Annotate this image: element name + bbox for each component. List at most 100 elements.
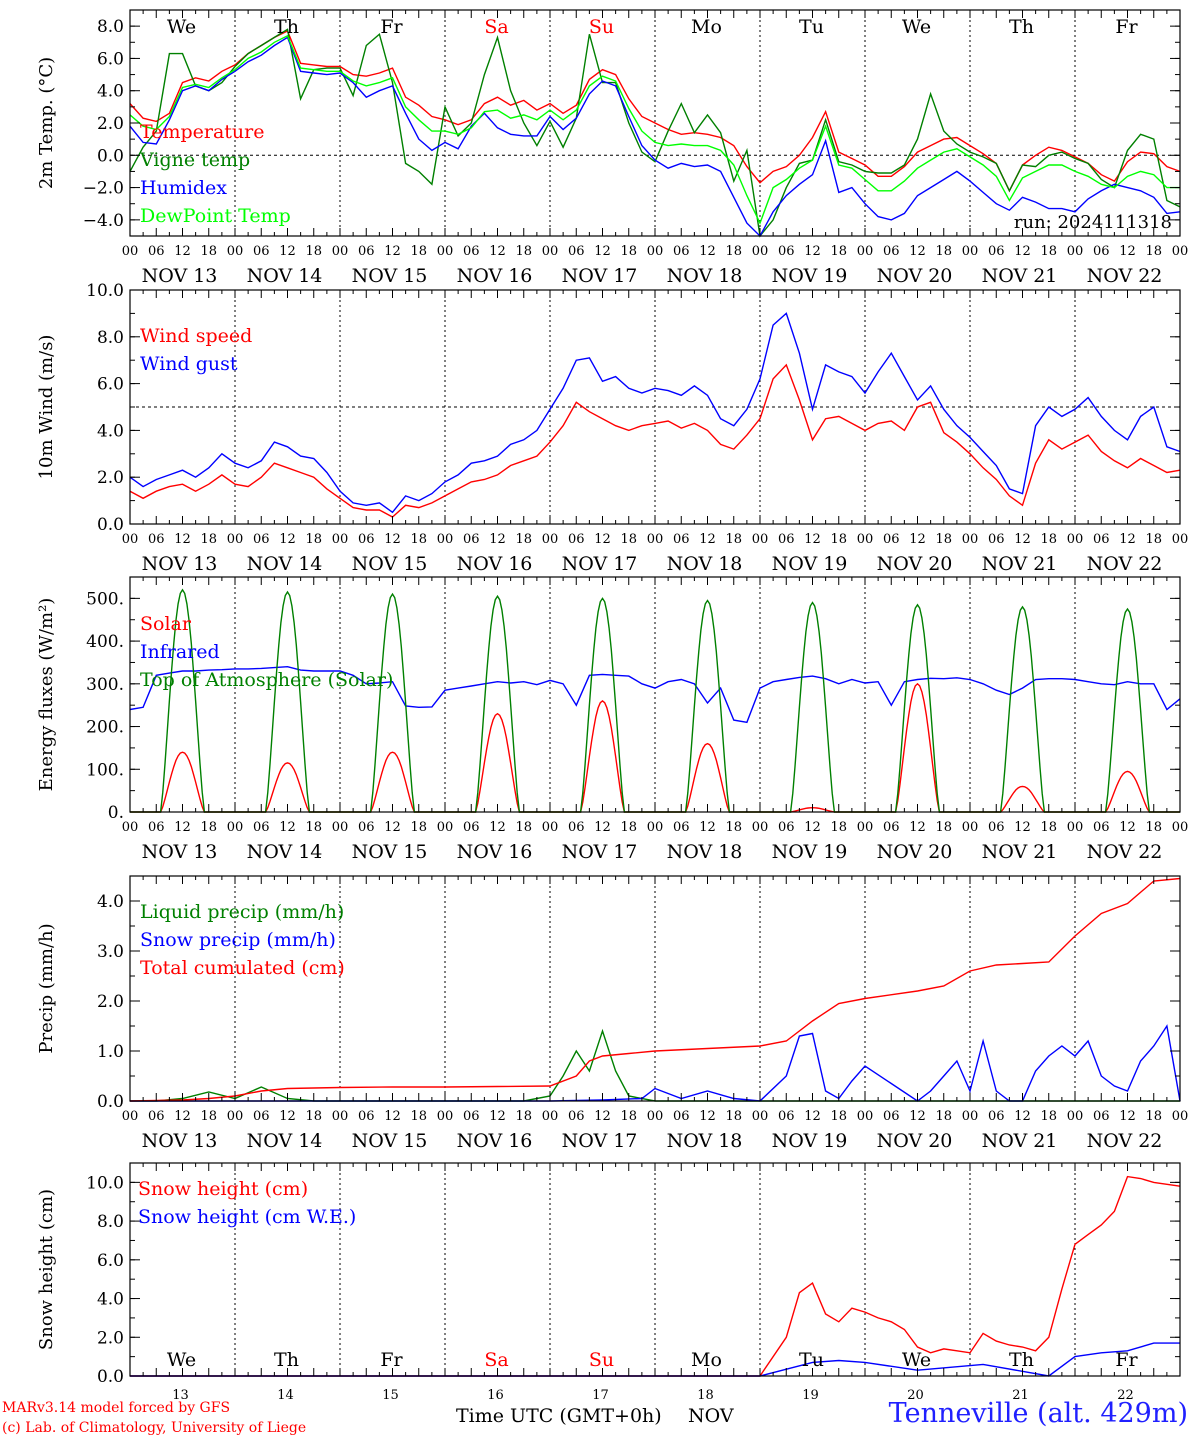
- y-tick-label: 0.0: [97, 1367, 124, 1387]
- series-line-dewpoint-temp: [129, 34, 1180, 225]
- hour-tick-label: 06: [1093, 1109, 1110, 1124]
- hour-tick-label: 06: [568, 1109, 585, 1124]
- legend-entry: Temperature: [140, 121, 264, 143]
- hour-tick-label: 06: [148, 820, 165, 835]
- hour-tick-label: 06: [148, 532, 165, 547]
- hour-tick-label: 06: [778, 244, 795, 259]
- day-number-label: 17: [592, 1388, 609, 1403]
- hour-tick-label: 12: [174, 820, 191, 835]
- hour-tick-label: 00: [122, 532, 139, 547]
- hour-tick-label: 18: [725, 244, 742, 259]
- legend-entry: Top of Atmosphere (Solar): [140, 669, 393, 691]
- y-tick-label: 400.: [86, 632, 124, 652]
- y-tick-label: 10.0: [86, 1173, 124, 1193]
- hour-tick-label: 18: [620, 1109, 637, 1124]
- date-label: NOV 15: [352, 553, 428, 575]
- legend-entry: Liquid precip (mm/h): [140, 901, 344, 923]
- weekday-label: Sa: [484, 16, 508, 38]
- hour-tick-label: 18: [515, 820, 532, 835]
- hour-tick-label: 12: [909, 244, 926, 259]
- hour-tick-label: 06: [673, 820, 690, 835]
- hour-tick-label: 06: [568, 244, 585, 259]
- hour-tick-label: 00: [752, 244, 769, 259]
- day-number-label: 15: [382, 1388, 399, 1403]
- hour-tick-label: 00: [332, 1109, 349, 1124]
- weekday-label: Fr: [1115, 16, 1138, 38]
- y-axis-title: 10m Wind (m/s): [36, 335, 57, 480]
- date-label: NOV 21: [982, 841, 1058, 863]
- weekday-label: We: [902, 1349, 931, 1371]
- hour-tick-label: 06: [1093, 820, 1110, 835]
- hour-tick-label: 12: [279, 820, 296, 835]
- hour-tick-label: 12: [279, 244, 296, 259]
- hour-tick-label: 06: [463, 532, 480, 547]
- hour-tick-label: 00: [1172, 1109, 1189, 1124]
- lab-credit: (c) Lab. of Climatology, University of L…: [2, 1420, 307, 1436]
- hour-tick-label: 18: [515, 244, 532, 259]
- hour-tick-label: 12: [489, 1109, 506, 1124]
- hour-tick-label: 06: [1093, 532, 1110, 547]
- series-line-humidex: [129, 36, 1181, 238]
- hour-tick-label: 12: [384, 1109, 401, 1124]
- date-label: NOV 20: [877, 1130, 953, 1152]
- legend-entry: Infrared: [140, 641, 220, 663]
- hour-tick-label: 00: [962, 244, 979, 259]
- y-tick-label: 4.0: [97, 892, 124, 912]
- hour-tick-label: 00: [857, 244, 874, 259]
- hour-tick-label: 18: [620, 532, 637, 547]
- day-number-label: 16: [487, 1388, 504, 1403]
- y-tick-label: 500.: [86, 589, 124, 609]
- y-tick-label: 300.: [86, 675, 124, 695]
- hour-tick-label: 12: [909, 532, 926, 547]
- hour-tick-label: 12: [699, 244, 716, 259]
- hour-tick-label: 06: [463, 244, 480, 259]
- hour-tick-label: 00: [752, 820, 769, 835]
- hour-tick-label: 18: [410, 532, 427, 547]
- day-number-label: 19: [802, 1388, 819, 1403]
- y-axis-title: Snow height (cm): [36, 1189, 57, 1350]
- y-tick-label: 0.0: [97, 1092, 124, 1112]
- hour-tick-label: 18: [200, 244, 217, 259]
- series-line-vigne-temp: [129, 28, 1181, 238]
- y-tick-label: 100.: [86, 760, 124, 780]
- series-line-wind-gust: [129, 312, 1181, 514]
- chart-panel-3: 0. 100. 200. 300. 400. 500. Energy fluxes (W/m…: [36, 576, 1188, 863]
- hour-tick-label: 18: [305, 820, 322, 835]
- date-label: NOV 18: [667, 553, 743, 575]
- date-label: NOV 16: [457, 553, 533, 575]
- hour-tick-label: 00: [857, 532, 874, 547]
- hour-tick-label: 00: [857, 820, 874, 835]
- series-line-wind-speed: [129, 363, 1181, 518]
- date-label: NOV 18: [667, 1130, 743, 1152]
- date-label: NOV 20: [877, 265, 953, 287]
- hour-tick-label: 18: [1145, 820, 1162, 835]
- weekday-label: Th: [1009, 1349, 1034, 1371]
- weekday-label: Mo: [691, 16, 722, 38]
- hour-tick-label: 00: [752, 1109, 769, 1124]
- hour-tick-label: 06: [568, 532, 585, 547]
- hour-tick-label: 12: [804, 244, 821, 259]
- date-label: NOV 20: [877, 841, 953, 863]
- hour-tick-label: 18: [305, 1109, 322, 1124]
- hour-tick-label: 00: [122, 820, 139, 835]
- hour-tick-label: 12: [1119, 820, 1136, 835]
- hour-tick-label: 06: [988, 532, 1005, 547]
- legend-entry: Wind speed: [140, 325, 252, 347]
- weekday-label: Fr: [380, 1349, 403, 1371]
- weekday-label: Su: [589, 1349, 614, 1371]
- date-label: NOV 13: [142, 1130, 218, 1152]
- hour-tick-label: 06: [358, 244, 375, 259]
- date-label: NOV 14: [247, 265, 323, 287]
- hour-tick-label: 00: [227, 820, 244, 835]
- hour-tick-label: 00: [1172, 244, 1189, 259]
- hour-tick-label: 06: [253, 244, 270, 259]
- hour-tick-label: 00: [332, 244, 349, 259]
- y-tick-label: 0.0: [97, 146, 124, 166]
- hour-tick-label: 06: [883, 820, 900, 835]
- date-label: NOV 15: [352, 265, 428, 287]
- hour-tick-label: 00: [122, 1109, 139, 1124]
- hour-tick-label: 00: [647, 820, 664, 835]
- weekday-label: Fr: [1115, 1349, 1138, 1371]
- date-label: NOV 16: [457, 1130, 533, 1152]
- hour-tick-label: 18: [1145, 1109, 1162, 1124]
